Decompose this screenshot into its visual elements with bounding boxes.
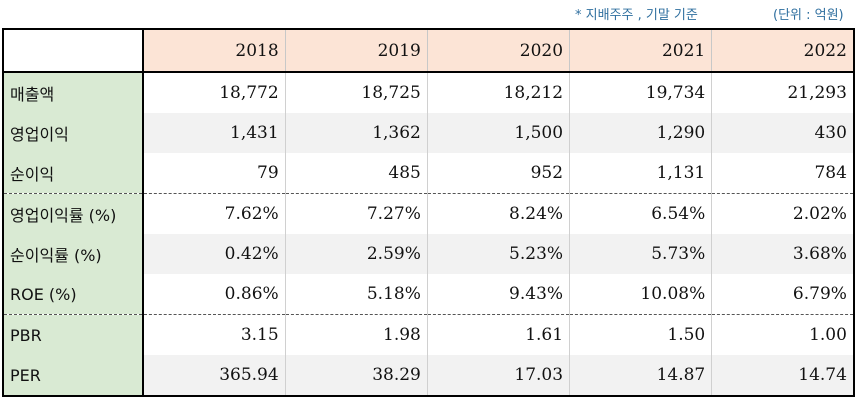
table-cell: 1,290 bbox=[569, 113, 713, 153]
table-cell: 1,500 bbox=[427, 113, 571, 153]
table-cell: 6.54% bbox=[569, 193, 713, 234]
table-cell: 1,362 bbox=[285, 113, 428, 153]
row-label: 순이익 bbox=[2, 153, 144, 194]
basis-note: * 지배주주 , 기말 기준 bbox=[575, 8, 698, 23]
table-cell: 485 bbox=[285, 153, 428, 194]
table-cell: 7.62% bbox=[143, 193, 286, 234]
table-cell: 14.74 bbox=[711, 355, 855, 397]
table-cell: 10.08% bbox=[569, 274, 713, 315]
table-row: 매출액 18,772 18,725 18,212 19,734 21,293 bbox=[2, 72, 855, 113]
table-cell: 1,131 bbox=[569, 153, 713, 194]
table-cell: 21,293 bbox=[711, 72, 855, 113]
table-row: 순이익 79 485 952 1,131 784 bbox=[2, 153, 855, 194]
table-cell: 1.50 bbox=[569, 314, 713, 355]
table-cell: 430 bbox=[711, 113, 855, 153]
year-header: 2020 bbox=[427, 28, 571, 73]
table-row: PBR 3.15 1.98 1.61 1.50 1.00 bbox=[2, 314, 855, 355]
table-cell: 8.24% bbox=[427, 193, 571, 234]
financial-table: 2018 2019 2020 2021 2022 매출액 18,772 18,7… bbox=[2, 28, 855, 397]
table-cell: 1,431 bbox=[143, 113, 286, 153]
year-header: 2022 bbox=[711, 28, 855, 73]
year-header: 2019 bbox=[285, 28, 428, 73]
table-cell: 1.00 bbox=[711, 314, 855, 355]
table-cell: 18,772 bbox=[143, 72, 286, 113]
table-cell: 1.61 bbox=[427, 314, 571, 355]
header-row: 2018 2019 2020 2021 2022 bbox=[2, 28, 855, 73]
corner-cell bbox=[2, 28, 144, 73]
row-label: PBR bbox=[2, 314, 144, 355]
table-cell: 0.42% bbox=[143, 234, 286, 274]
year-header: 2021 bbox=[569, 28, 713, 73]
row-label: 영업이익률 (%) bbox=[2, 193, 144, 234]
table-cell: 17.03 bbox=[427, 355, 571, 397]
table-row: PER 365.94 38.29 17.03 14.87 14.74 bbox=[2, 355, 855, 397]
row-label: PER bbox=[2, 355, 144, 397]
unit-note: (단위 : 억원) bbox=[773, 8, 844, 23]
table-cell: 14.87 bbox=[569, 355, 713, 397]
table-cell: 0.86% bbox=[143, 274, 286, 315]
table-row: ROE (%) 0.86% 5.18% 9.43% 10.08% 6.79% bbox=[2, 274, 855, 315]
table-cell: 79 bbox=[143, 153, 286, 194]
year-header: 2018 bbox=[143, 28, 286, 73]
table-cell: 2.59% bbox=[285, 234, 428, 274]
table-row: 영업이익률 (%) 7.62% 7.27% 8.24% 6.54% 2.02% bbox=[2, 193, 855, 234]
table-cell: 5.18% bbox=[285, 274, 428, 315]
table-cell: 18,725 bbox=[285, 72, 428, 113]
row-label: 순이익률 (%) bbox=[2, 234, 144, 274]
table-row: 순이익률 (%) 0.42% 2.59% 5.23% 5.73% 3.68% bbox=[2, 234, 855, 274]
row-label: ROE (%) bbox=[2, 274, 144, 315]
table-cell: 2.02% bbox=[711, 193, 855, 234]
table-cell: 3.15 bbox=[143, 314, 286, 355]
table-cell: 5.23% bbox=[427, 234, 571, 274]
table-cell: 7.27% bbox=[285, 193, 428, 234]
table-cell: 1.98 bbox=[285, 314, 428, 355]
table-cell: 38.29 bbox=[285, 355, 428, 397]
table-cell: 365.94 bbox=[143, 355, 286, 397]
table-cell: 784 bbox=[711, 153, 855, 194]
table-cell: 9.43% bbox=[427, 274, 571, 315]
table-row: 영업이익 1,431 1,362 1,500 1,290 430 bbox=[2, 113, 855, 153]
table-cell: 18,212 bbox=[427, 72, 571, 113]
row-label: 영업이익 bbox=[2, 113, 144, 153]
table-cell: 5.73% bbox=[569, 234, 713, 274]
table-cell: 952 bbox=[427, 153, 571, 194]
row-label: 매출액 bbox=[2, 72, 144, 113]
table-cell: 6.79% bbox=[711, 274, 855, 315]
table-cell: 19,734 bbox=[569, 72, 713, 113]
table-cell: 3.68% bbox=[711, 234, 855, 274]
